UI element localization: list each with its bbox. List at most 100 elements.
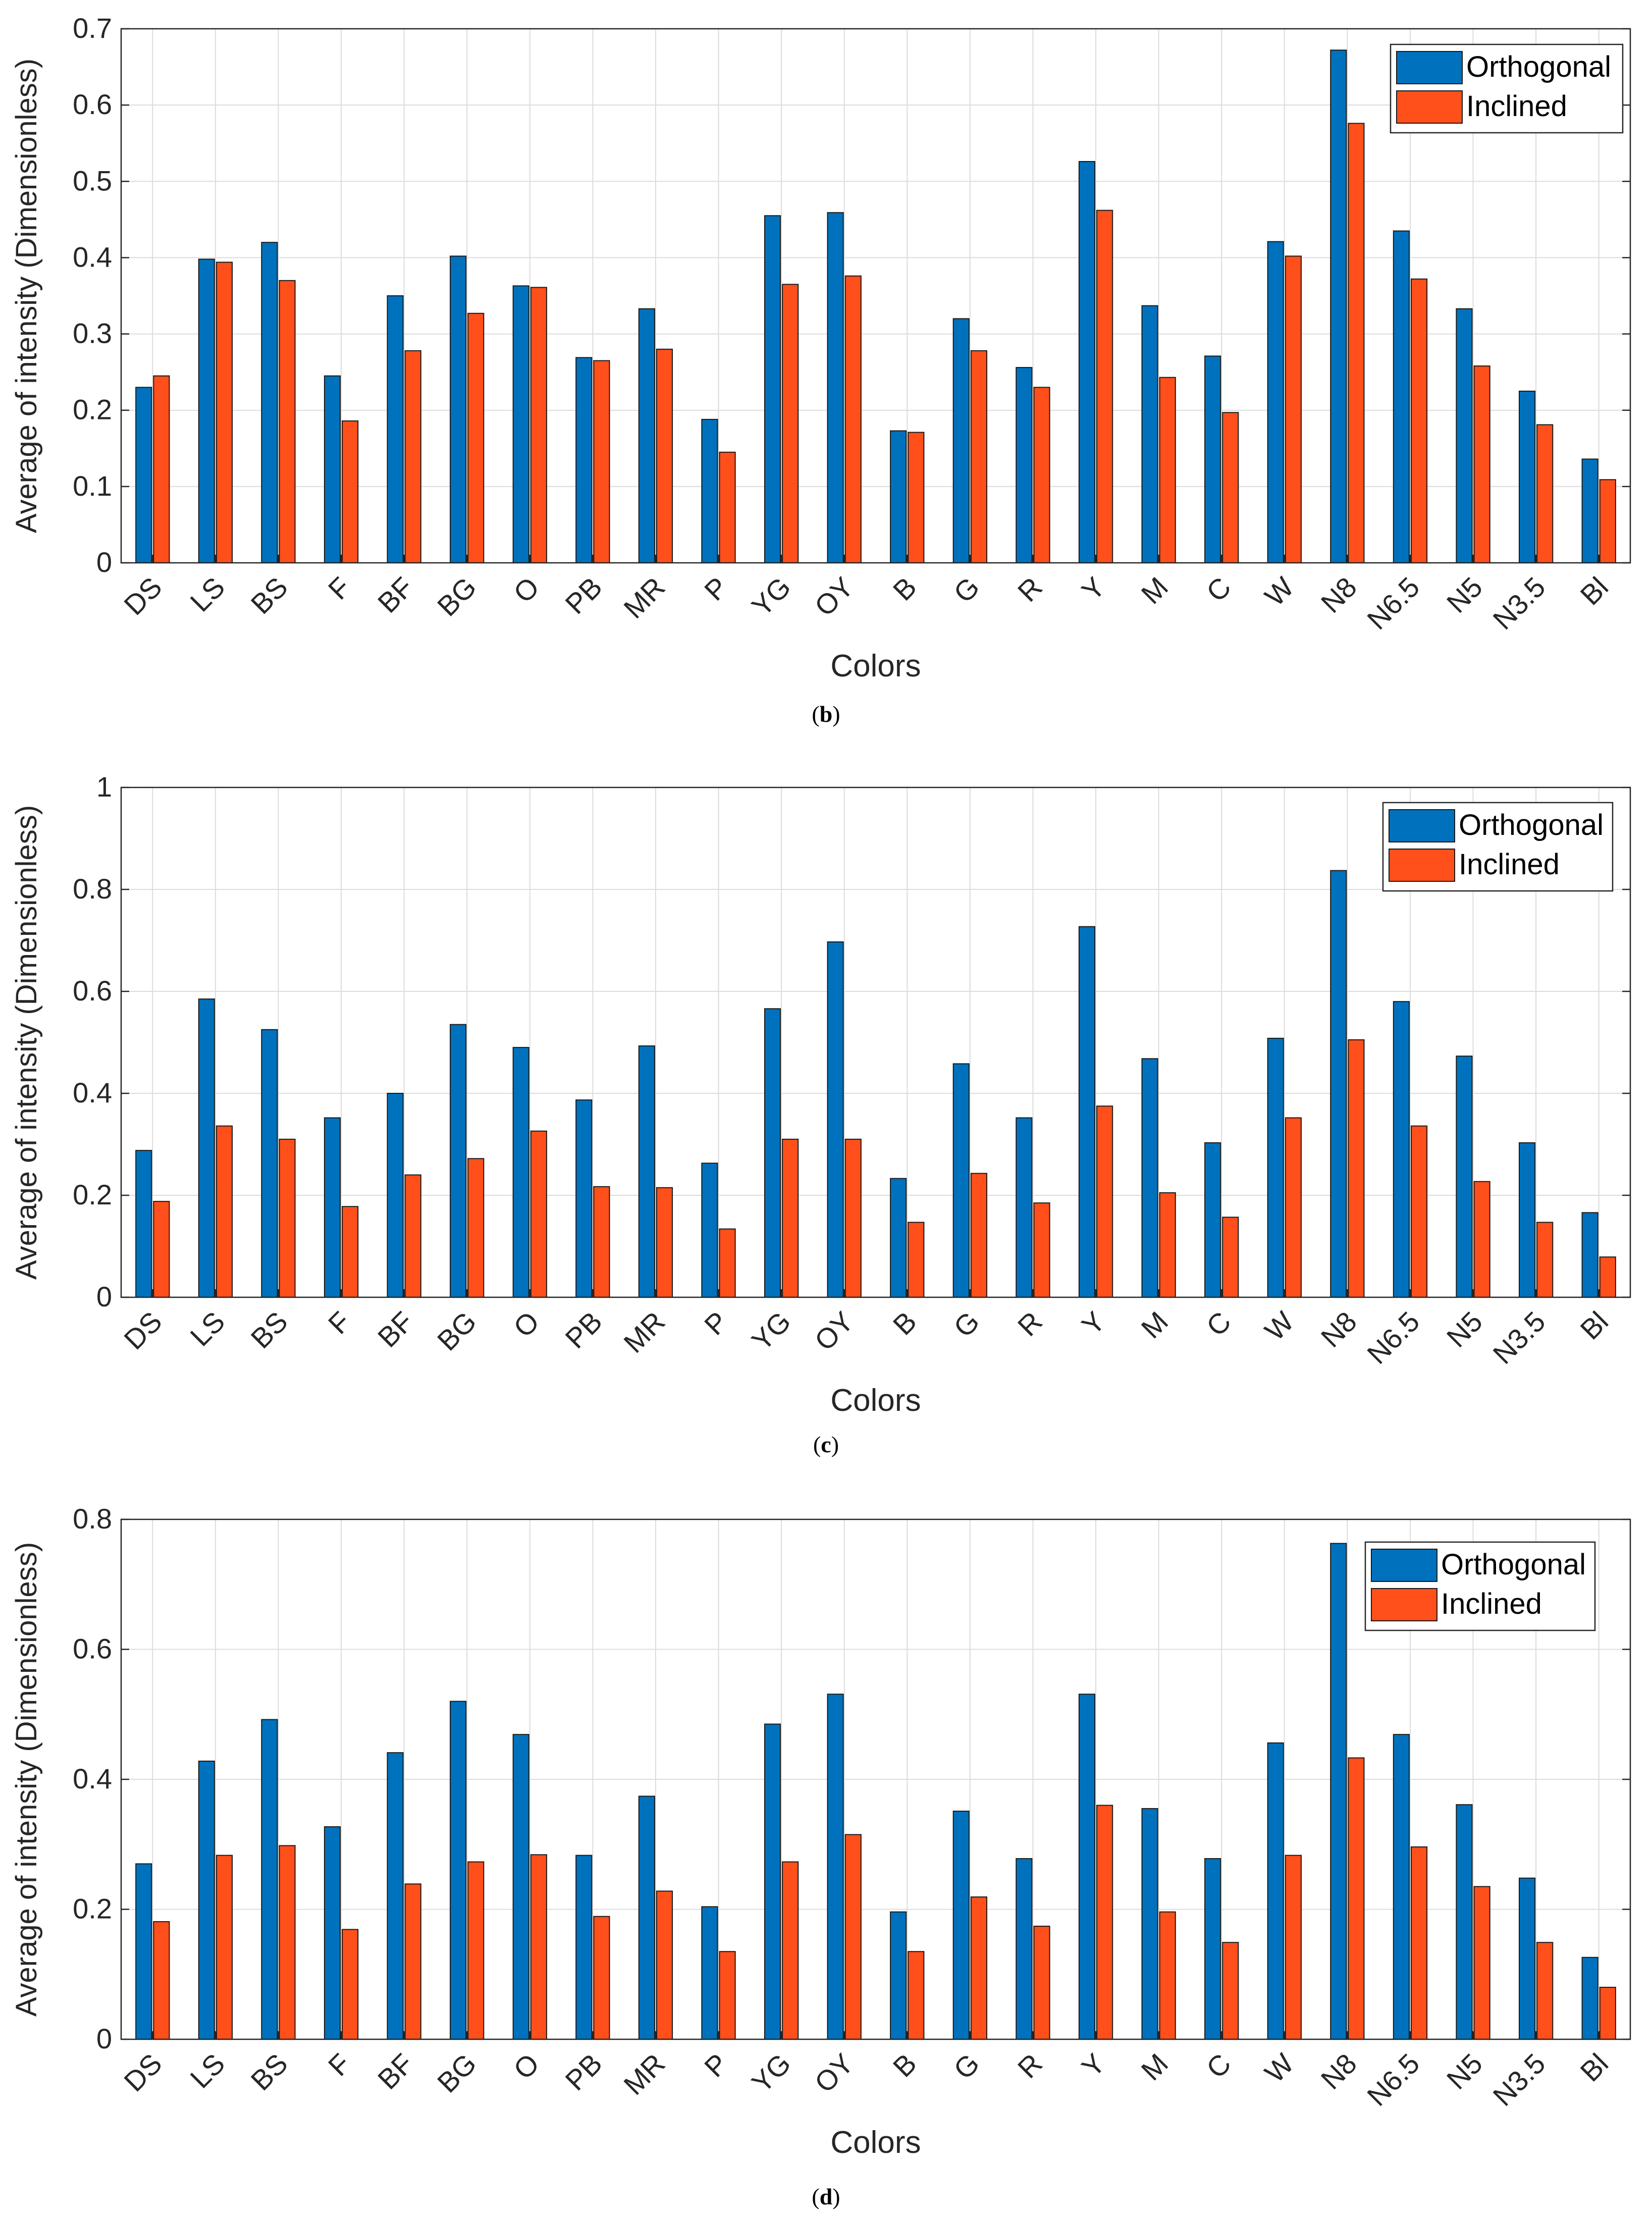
y-axis-label: Average of intensity (Dimensionless) xyxy=(10,805,43,1280)
bar-inclined xyxy=(593,1186,610,1298)
bar-inclined xyxy=(970,1896,988,2040)
y-tick-label: 0.4 xyxy=(73,1077,112,1108)
x-tick-label: BG xyxy=(431,1305,483,1357)
bar-inclined xyxy=(1096,1805,1113,2040)
x-axis-label: Colors xyxy=(830,649,921,683)
x-tick-label: BS xyxy=(245,1305,294,1354)
x-tick-label: N5 xyxy=(1441,1305,1488,1353)
bar-orthogonal xyxy=(512,1734,529,2040)
x-tick-label: DS xyxy=(118,2047,168,2098)
x-tick-label: M xyxy=(1135,571,1175,610)
bar-inclined xyxy=(1222,1217,1239,1298)
bar-inclined xyxy=(908,1951,925,2040)
bar-orthogonal xyxy=(1393,1734,1410,2040)
bar-inclined xyxy=(1473,365,1490,564)
bar-orthogonal xyxy=(387,295,404,563)
bar-orthogonal xyxy=(1581,1212,1598,1298)
x-tick-label: YG xyxy=(745,1305,797,1357)
bar-orthogonal xyxy=(1267,1037,1284,1298)
bar-inclined xyxy=(1410,1125,1428,1298)
x-tick-label: W xyxy=(1258,1305,1300,1347)
x-tick-label: LS xyxy=(184,2047,231,2094)
bar-inclined xyxy=(153,1201,170,1298)
x-tick-label: P xyxy=(698,2047,734,2083)
bar-inclined xyxy=(844,1834,862,2040)
bar-inclined xyxy=(908,1222,925,1298)
bar-inclined xyxy=(656,1187,673,1298)
axes-box xyxy=(120,28,1631,564)
bar-orthogonal xyxy=(450,1701,467,2040)
chart-panel-b: 0 0.1 0.2 0.3 0.4 0.5 0.6 0.7 DS LS BS F BF BG O PB MR P Y… xyxy=(0,0,1652,732)
bar-inclined xyxy=(342,1929,359,2040)
bar-inclined xyxy=(782,284,799,563)
bar-orthogonal xyxy=(1518,390,1536,564)
bar-orthogonal xyxy=(1078,161,1096,563)
legend: Orthogonal Inclined xyxy=(1382,802,1614,892)
legend: Orthogonal Inclined xyxy=(1390,43,1624,134)
bar-chart-d: 00.20.40.60.8DS LS BS F BF BG O PB MR P YG OY B G R Y M C… xyxy=(10,1503,1631,2160)
x-tick-label: R xyxy=(1011,571,1048,608)
panel-caption-b: (b) xyxy=(812,701,840,727)
bar-orthogonal xyxy=(1518,1142,1536,1298)
bar-inclined xyxy=(1410,1846,1428,2040)
x-tick-label: OY xyxy=(808,571,860,622)
bar-orthogonal xyxy=(1141,305,1158,563)
bar-inclined xyxy=(216,1125,233,1298)
bar-inclined xyxy=(216,1855,233,2040)
bar-orthogonal xyxy=(512,285,529,563)
bar-orthogonal xyxy=(890,1178,907,1298)
x-tick-label: N8 xyxy=(1315,1305,1363,1353)
bar-inclined xyxy=(908,432,925,563)
bar-orthogonal xyxy=(1330,1543,1347,2040)
x-tick-label: BG xyxy=(431,571,483,622)
x-tick-label: YG xyxy=(745,2047,797,2099)
bar-inclined xyxy=(656,1890,673,2040)
x-tick-label: B xyxy=(887,571,923,607)
x-tick-label: W xyxy=(1258,2047,1300,2089)
bar-orthogonal xyxy=(198,1760,215,2040)
bar-orthogonal xyxy=(387,1752,404,2040)
bar-orthogonal xyxy=(1016,1858,1033,2040)
bar-inclined xyxy=(1410,278,1428,563)
y-tick-label: 0 xyxy=(96,1281,112,1312)
bar-inclined xyxy=(719,1228,736,1298)
bar-inclined xyxy=(1536,424,1554,564)
bar-inclined xyxy=(1159,1911,1176,2040)
bar-inclined xyxy=(1285,255,1302,563)
legend-swatch-orthogonal xyxy=(1396,51,1463,84)
x-tick-label: OY xyxy=(808,2047,860,2099)
bar-inclined xyxy=(279,280,296,563)
legend-label-inclined: Inclined xyxy=(1466,90,1567,123)
y-axis-label: Average of intensity (Dimensionless) xyxy=(10,1542,43,2017)
y-tick-label: 0.2 xyxy=(73,1179,112,1210)
x-tick-label: PB xyxy=(559,2047,608,2096)
bar-orthogonal xyxy=(1581,1957,1598,2040)
legend-swatch-inclined xyxy=(1371,1588,1437,1621)
bar-inclined xyxy=(1536,1222,1554,1298)
bar-orthogonal xyxy=(324,1117,341,1298)
bar-orthogonal xyxy=(575,357,593,563)
y-tick-label: 0.6 xyxy=(73,975,112,1007)
bar-orthogonal xyxy=(1141,1058,1158,1298)
y-tick-label: 0.4 xyxy=(73,1763,112,1794)
bar-orthogonal xyxy=(764,1008,781,1298)
x-tick-label: G xyxy=(947,2047,985,2085)
y-tick-label: 0.6 xyxy=(73,88,112,120)
x-tick-label: B xyxy=(887,2047,923,2083)
x-tick-label: N8 xyxy=(1315,2047,1363,2095)
bar-orthogonal xyxy=(1141,1808,1158,2040)
bar-inclined xyxy=(1536,1942,1554,2040)
bar-inclined xyxy=(1473,1886,1490,2040)
x-tick-label: W xyxy=(1258,571,1300,612)
bar-orthogonal xyxy=(261,242,278,563)
x-tick-label: F xyxy=(322,2047,357,2082)
bar-inclined xyxy=(656,348,673,563)
x-tick-label: MR xyxy=(617,1305,671,1359)
x-tick-label: F xyxy=(322,1305,357,1340)
bar-orthogonal xyxy=(198,258,215,563)
bar-orthogonal xyxy=(764,1723,781,2040)
bar-orthogonal xyxy=(1016,367,1033,563)
panel-caption-d: (d) xyxy=(812,2184,840,2209)
bar-orthogonal xyxy=(1267,241,1284,563)
bar-orthogonal xyxy=(135,1150,152,1298)
